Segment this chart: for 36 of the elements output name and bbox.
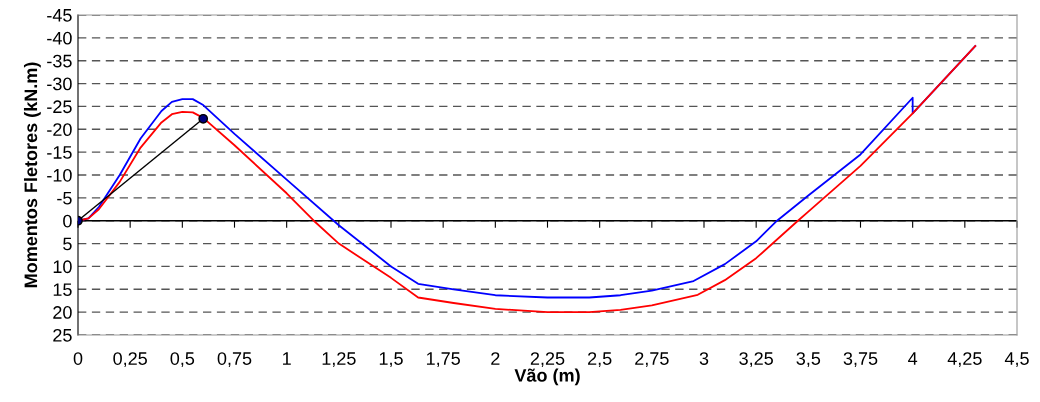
x-tick-label: 4 <box>908 352 918 365</box>
x-tick-label: 2 <box>491 352 500 365</box>
y-axis-title: Momentos Fletores (kN.m) <box>23 62 41 288</box>
x-tick-label: 2,5 <box>588 352 612 368</box>
y-tick-label: 0 <box>63 214 72 228</box>
y-tick-label: -45 <box>47 9 72 22</box>
y-tick-label: 25 <box>53 328 72 342</box>
y-tick-label: -35 <box>47 54 72 68</box>
y-tick-label: -10 <box>47 168 72 182</box>
x-tick-label: 2,25 <box>530 352 565 368</box>
y-tick-label: -40 <box>47 31 72 45</box>
y-tick-label: -15 <box>47 146 72 159</box>
x-tick-label: 4,25 <box>947 352 982 368</box>
x-tick-label: 1,75 <box>426 352 460 368</box>
x-tick-label: 1,5 <box>379 352 403 368</box>
x-tick-label: 1,25 <box>322 352 356 368</box>
x-tick-label: 1 <box>283 352 291 365</box>
x-tick-label: 0,25 <box>113 352 147 368</box>
x-tick-label: 2,75 <box>635 352 669 368</box>
y-tick-label: -20 <box>47 123 72 137</box>
y-tick-label: -30 <box>47 77 72 91</box>
y-tick-label: 5 <box>63 237 72 251</box>
x-tick-label: 0,75 <box>217 352 252 368</box>
x-axis-title: Vão (m) <box>514 368 580 386</box>
y-tick-label: -5 <box>57 191 72 205</box>
y-tick-label: 20 <box>53 306 72 319</box>
y-tick-label: 15 <box>53 283 72 297</box>
x-tick-label: 3 <box>699 352 709 365</box>
x-tick-label: 4,5 <box>1004 352 1029 368</box>
x-tick-label: 0,5 <box>170 352 195 368</box>
x-tick-label: 3,5 <box>796 352 821 368</box>
x-tick-label: 3,75 <box>843 352 878 368</box>
y-tick-label: -25 <box>47 100 72 114</box>
x-tick-label: 0 <box>73 352 83 365</box>
x-tick-label: 3,25 <box>739 352 773 368</box>
y-tick-label: 10 <box>53 260 72 274</box>
